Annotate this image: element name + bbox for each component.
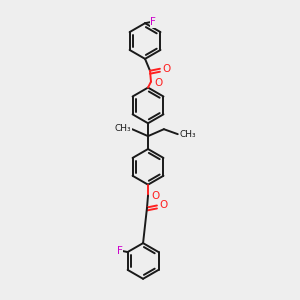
Text: F: F <box>117 246 123 256</box>
Text: O: O <box>163 64 171 74</box>
Text: F: F <box>150 17 156 27</box>
Text: O: O <box>155 78 163 88</box>
Text: O: O <box>160 200 168 211</box>
Text: CH₃: CH₃ <box>115 124 132 133</box>
Text: O: O <box>152 190 160 201</box>
Text: CH₃: CH₃ <box>179 130 196 139</box>
